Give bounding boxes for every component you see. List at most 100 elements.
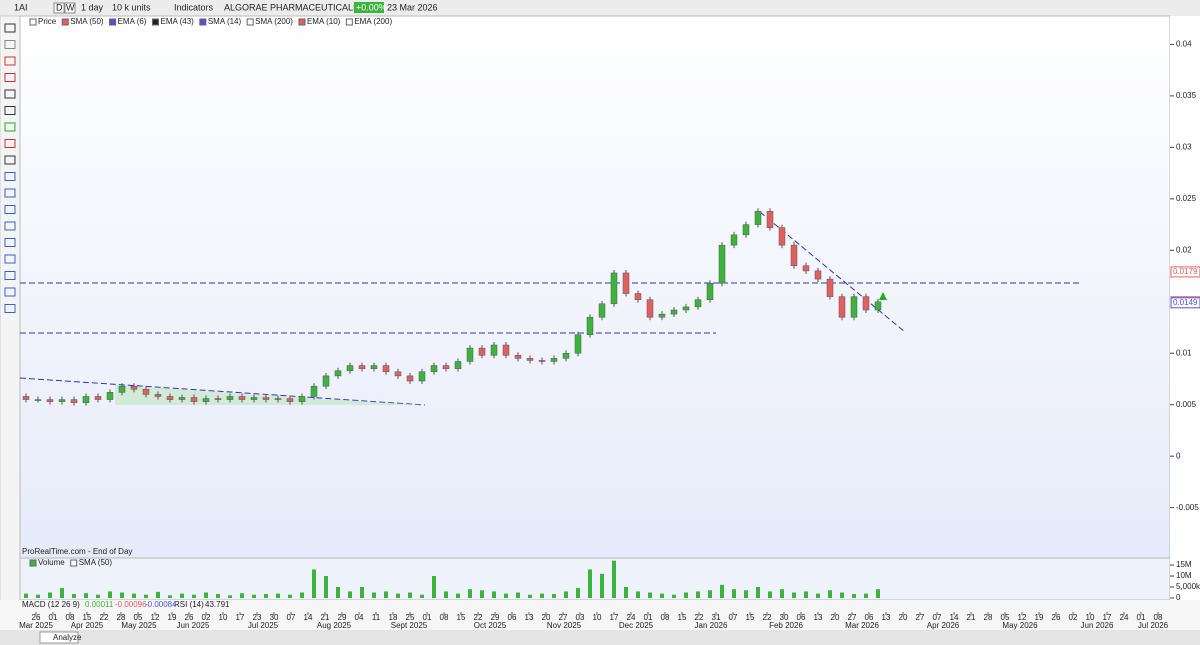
tool-icon[interactable] — [4, 23, 16, 33]
day-label: 24 — [627, 613, 636, 622]
analyze[interactable]: Analyze — [53, 633, 82, 642]
tool-icon[interactable] — [4, 139, 16, 148]
btn[interactable] — [53, 2, 65, 14]
candle — [718, 244, 726, 284]
y-tick-label: 0.02 — [1176, 245, 1192, 254]
day-label: 15 — [83, 613, 92, 622]
tool-icon[interactable] — [4, 122, 16, 132]
tool-icon[interactable] — [4, 89, 16, 99]
y-tick-label: 0.04 — [1176, 40, 1192, 49]
volume-bar — [72, 594, 76, 598]
tool-icon[interactable] — [4, 271, 16, 280]
tool-icon[interactable] — [4, 172, 16, 181]
legend-swatch — [29, 559, 37, 567]
volume-bar — [132, 593, 136, 598]
y-tick-label: 0.03 — [1176, 142, 1192, 151]
day-label: 25 — [406, 613, 415, 622]
tool-icon[interactable] — [4, 287, 16, 297]
day-label: 12 — [1018, 613, 1027, 622]
day-label: 08 — [661, 613, 670, 622]
volume-bar — [444, 591, 448, 598]
volume-axis — [1170, 558, 1200, 600]
volume-bar — [288, 594, 292, 598]
y-tick-label: 0.01 — [1176, 348, 1192, 357]
day-label: 17 — [610, 613, 619, 622]
y-tick-label: 0 — [1176, 451, 1181, 460]
status-bar — [0, 630, 1200, 645]
volume-bar — [840, 592, 844, 598]
candle — [466, 347, 474, 362]
candle — [442, 365, 450, 369]
period[interactable]: 1 day — [81, 2, 104, 12]
indicators[interactable]: Indicators — [174, 2, 214, 12]
tool-icon[interactable] — [4, 40, 16, 49]
month-label: Mar 2025 — [19, 621, 53, 630]
legend-swatch — [298, 18, 306, 26]
volume-bar — [156, 591, 160, 598]
volume-bar — [420, 594, 424, 598]
tool-icon[interactable] — [4, 188, 16, 198]
tool-icon[interactable] — [4, 238, 16, 247]
candle — [142, 389, 150, 395]
candle — [130, 385, 138, 390]
legend-entry: SMA (50) — [70, 17, 104, 26]
candle — [406, 375, 414, 382]
candle — [658, 313, 666, 318]
tool-icon[interactable] — [4, 304, 16, 313]
instrument: ALGORAE PHARMACEUTICALS 0.015 — [224, 2, 384, 12]
units[interactable]: 10 k units — [112, 2, 151, 12]
symbol[interactable]: 1AI — [14, 2, 28, 12]
volume-bar — [576, 588, 580, 598]
volume-bar — [756, 587, 760, 598]
volume-bar — [732, 589, 736, 598]
month-label: Jun 2025 — [177, 621, 210, 630]
volume-bar — [108, 591, 112, 598]
candle — [430, 365, 438, 373]
month-label: Nov 2025 — [547, 621, 582, 630]
candle — [46, 399, 54, 402]
volume-bar — [24, 593, 28, 598]
volume-bar — [540, 593, 544, 598]
price-panel — [19, 15, 1171, 559]
day-label: 17 — [236, 613, 245, 622]
toolbar — [0, 0, 1200, 16]
volume-bar — [360, 587, 364, 598]
tool-icon[interactable] — [4, 254, 16, 264]
candle — [166, 396, 174, 400]
candle — [574, 334, 582, 354]
day-label: 08 — [66, 613, 75, 622]
candle — [238, 396, 246, 400]
legend-swatch — [246, 18, 254, 26]
candle — [382, 365, 390, 373]
legend-swatch — [61, 18, 69, 26]
daily[interactable]: D — [56, 2, 63, 12]
btn[interactable] — [64, 2, 76, 14]
tool-icon[interactable] — [4, 221, 16, 231]
day-label: 07 — [287, 613, 296, 622]
tool-icon[interactable] — [4, 73, 16, 82]
volume-bar — [828, 590, 832, 598]
tool-icon[interactable] — [4, 155, 16, 165]
legend-swatch — [29, 18, 37, 26]
analyze-btn[interactable] — [39, 631, 79, 644]
candle — [274, 398, 282, 400]
day-label: 21 — [321, 613, 330, 622]
tool-icon[interactable] — [4, 56, 16, 66]
volume-bar — [468, 589, 472, 598]
volume-bar — [36, 594, 40, 598]
tool-icon[interactable] — [4, 106, 16, 115]
volume-bar — [780, 589, 784, 598]
tool-icon[interactable] — [4, 205, 16, 214]
price-tag-label: 0.0149 — [1173, 298, 1198, 307]
y-tick-label: 0.025 — [1176, 194, 1197, 203]
volume-bar — [768, 591, 772, 598]
volume-bar — [228, 595, 232, 598]
day-label: 06 — [797, 613, 806, 622]
candle — [802, 265, 810, 272]
weekly[interactable]: W — [66, 2, 75, 12]
candle — [622, 272, 630, 294]
volume-bar — [216, 594, 220, 598]
day-label: 01 — [644, 613, 653, 622]
day-label: 21 — [967, 613, 976, 622]
